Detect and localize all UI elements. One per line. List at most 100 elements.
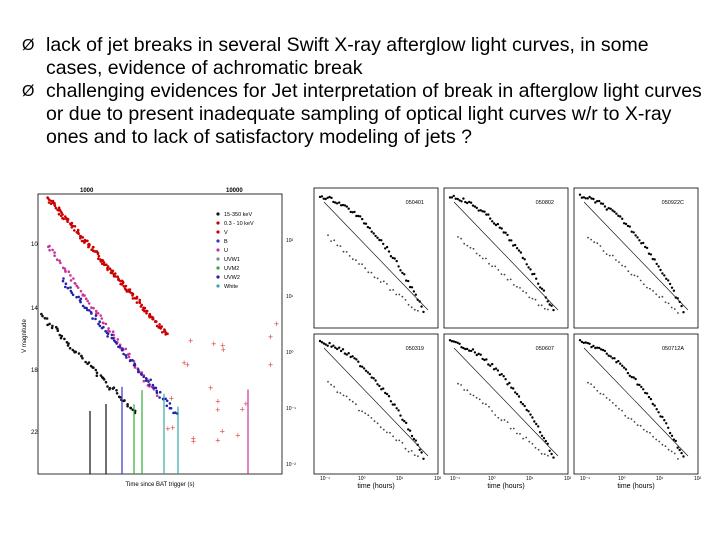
data-point	[450, 196, 454, 199]
data-point	[102, 321, 105, 325]
data-point	[605, 253, 608, 255]
y-tick: 10	[31, 242, 38, 248]
data-point	[341, 203, 345, 207]
data-point	[527, 266, 530, 269]
data-point	[115, 392, 119, 395]
panel-frame	[573, 187, 699, 329]
data-point	[649, 253, 653, 256]
data-point	[88, 243, 91, 247]
data-point	[663, 274, 666, 277]
data-point	[605, 397, 608, 399]
data-point	[494, 414, 497, 416]
data-point	[370, 417, 373, 419]
afterglow-panels-figure: 050401 050802 050922C 050319 10⁻¹ 10⁰ 10¹ 10² ti…	[313, 187, 702, 490]
data-point	[466, 244, 469, 247]
data-point	[324, 197, 327, 201]
data-point	[646, 286, 648, 289]
data-point	[79, 236, 82, 240]
data-point	[41, 314, 44, 318]
data-point	[114, 272, 117, 275]
data-point	[111, 337, 115, 340]
data-point	[108, 388, 111, 391]
data-point	[364, 412, 367, 415]
data-point	[341, 348, 345, 351]
panel-frame	[313, 333, 439, 475]
fit-line	[583, 201, 689, 311]
data-point	[608, 399, 611, 401]
data-point	[509, 427, 512, 430]
data-point	[61, 279, 65, 283]
data-point	[73, 282, 77, 285]
data-point	[355, 358, 358, 361]
data-point	[403, 420, 406, 423]
data-point	[338, 201, 341, 204]
data-point	[460, 237, 462, 240]
data-point	[508, 381, 511, 385]
data-point	[491, 265, 493, 268]
data-point	[67, 270, 71, 273]
data-point	[359, 215, 362, 218]
data-point	[75, 284, 78, 288]
data-point	[111, 271, 114, 275]
data-point	[538, 431, 542, 434]
data-point	[151, 317, 154, 321]
data-point	[647, 395, 651, 399]
data-point	[46, 323, 49, 327]
data-point	[399, 269, 402, 272]
data-point	[670, 434, 674, 437]
data-point	[592, 197, 595, 201]
data-point	[661, 272, 664, 275]
data-point	[624, 265, 627, 268]
data-point	[94, 368, 98, 372]
data-point	[320, 341, 324, 344]
data-point	[48, 244, 51, 248]
data-point	[636, 236, 639, 239]
data-point	[512, 427, 515, 430]
data-point	[592, 344, 595, 348]
bullet-text: lack of jet breaks in several Swift X-ra…	[46, 34, 649, 79]
data-point	[473, 351, 477, 354]
data-point	[605, 208, 608, 211]
data-point	[387, 250, 391, 253]
panel-label: 050607	[536, 346, 554, 352]
y-tick: 22	[31, 430, 38, 436]
light-curve-panel: 050802	[443, 187, 569, 329]
panel-frame	[443, 333, 569, 475]
panel-label: 050922C	[662, 200, 684, 206]
data-point	[593, 386, 596, 389]
data-point	[627, 417, 630, 419]
data-point	[506, 278, 509, 281]
data-point	[318, 195, 322, 199]
data-point	[655, 438, 658, 441]
data-point	[99, 314, 102, 317]
x-axis-label: time (hours)	[617, 483, 654, 490]
data-point	[90, 306, 93, 309]
data-point	[135, 301, 139, 304]
data-point	[129, 359, 132, 362]
data-point	[626, 371, 630, 375]
data-point	[358, 263, 360, 265]
data-point: +	[211, 339, 216, 349]
data-point	[79, 297, 83, 301]
data-point	[504, 231, 507, 234]
data-point	[655, 293, 658, 296]
data-point	[118, 345, 122, 348]
data-point	[161, 331, 164, 334]
data-point	[122, 352, 125, 356]
data-point	[401, 418, 404, 421]
data-point	[652, 289, 654, 292]
data-point	[127, 355, 131, 359]
data-point	[649, 397, 653, 401]
data-point	[155, 394, 159, 397]
data-point	[485, 403, 487, 406]
data-point	[659, 415, 662, 418]
data-point	[378, 384, 381, 388]
data-point	[479, 353, 482, 356]
data-point	[512, 387, 515, 390]
data-point	[393, 257, 396, 260]
data-point	[79, 234, 82, 238]
panel-frame	[443, 187, 569, 329]
data-point	[528, 440, 531, 443]
x-axis-label: time (hours)	[357, 483, 394, 490]
data-point	[527, 410, 530, 413]
